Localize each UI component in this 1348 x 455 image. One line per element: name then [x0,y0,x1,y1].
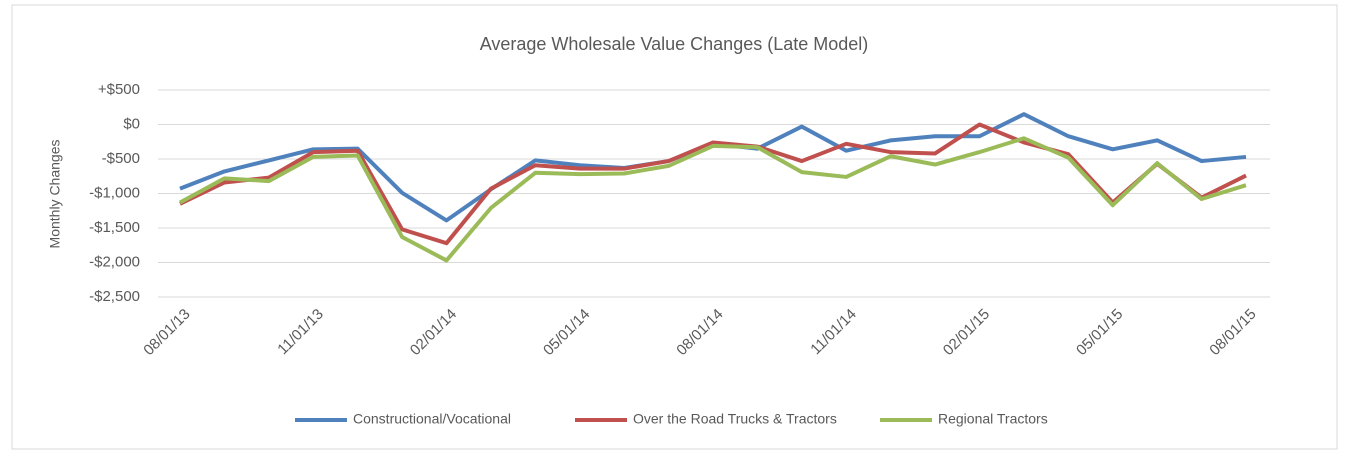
y-tick-label: +$500 [98,81,140,98]
y-axis-label: Monthly Changes [47,140,63,249]
chart-frame [11,4,1338,450]
y-tick-label: -$1,000 [89,184,140,201]
legend-label: Over the Road Trucks & Tractors [633,411,837,427]
legend-label: Regional Tractors [938,411,1048,427]
y-tick-label: -$500 [102,150,140,167]
series-line [179,122,1247,246]
legend-label: Constructional/Vocational [353,411,511,427]
series-line [179,136,1247,263]
y-tick-label: -$1,500 [89,219,140,236]
y-tick-label: -$2,000 [89,253,140,270]
chart-title: Average Wholesale Value Changes (Late Mo… [480,34,869,54]
y-tick-label: -$2,500 [89,288,140,305]
y-tick-label: $0 [123,115,140,132]
